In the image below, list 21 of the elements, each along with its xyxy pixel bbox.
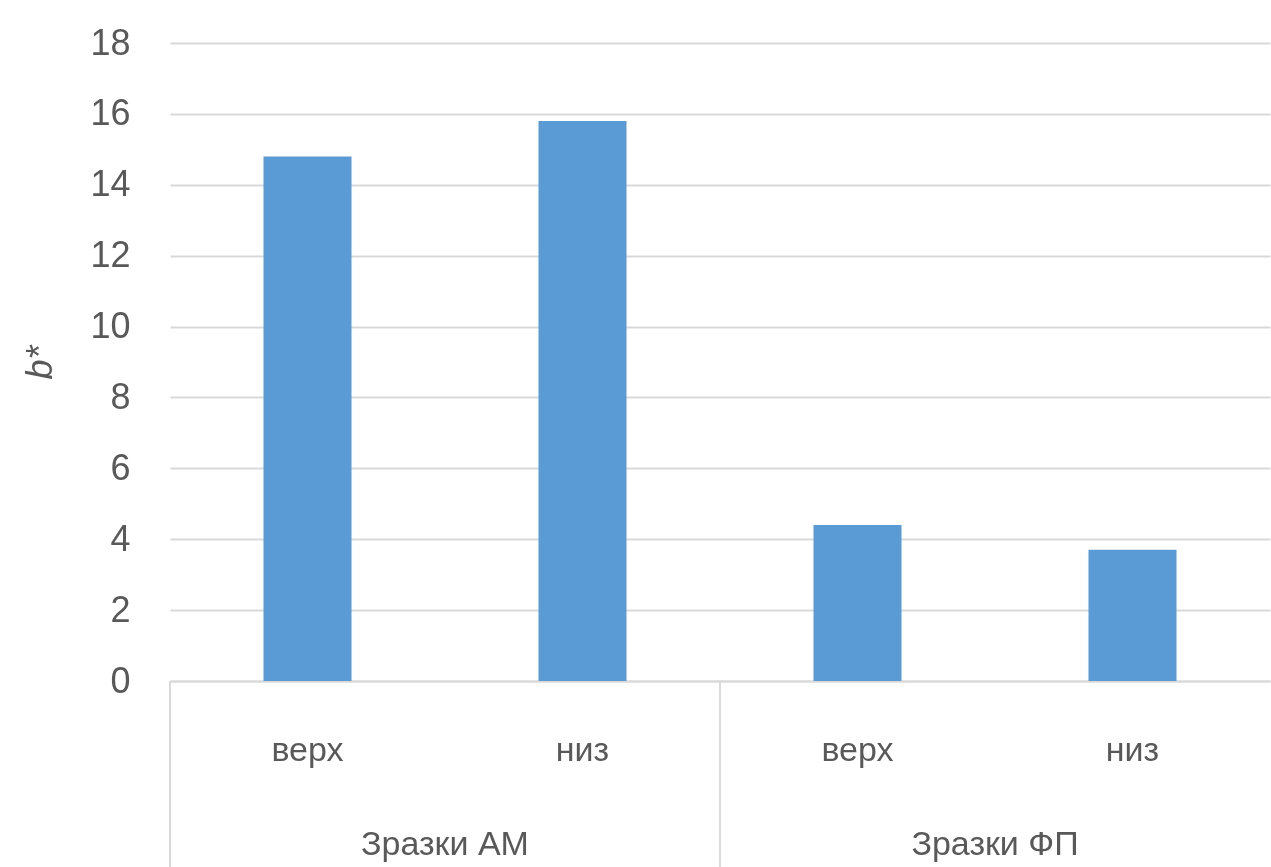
text: Зразки АМ xyxy=(361,824,529,862)
y-tick-label: 0 xyxy=(110,659,131,701)
bar xyxy=(263,156,352,681)
bar xyxy=(538,120,627,681)
x-tick-label: низ xyxy=(1105,729,1160,768)
x-tick-label: верх xyxy=(821,729,894,768)
y-axis-title: b* xyxy=(19,344,61,380)
y-tick-label: 10 xyxy=(90,305,131,347)
y-tick-label: 18 xyxy=(90,21,131,63)
y-tick-label: 14 xyxy=(90,163,131,205)
y-tick-label: 2 xyxy=(110,588,131,630)
x-tick-label: низ xyxy=(555,729,610,768)
y-tick-label: 12 xyxy=(90,234,131,276)
y-tick-label: 4 xyxy=(110,517,131,559)
y-tick-label: 16 xyxy=(90,92,131,134)
x-tick-label: верх xyxy=(271,729,344,768)
text: Зразки ФП xyxy=(911,824,1079,862)
bar xyxy=(813,525,902,681)
y-tick-label: 6 xyxy=(110,446,131,488)
bar xyxy=(1088,549,1177,681)
y-tick-label: 8 xyxy=(110,375,131,417)
